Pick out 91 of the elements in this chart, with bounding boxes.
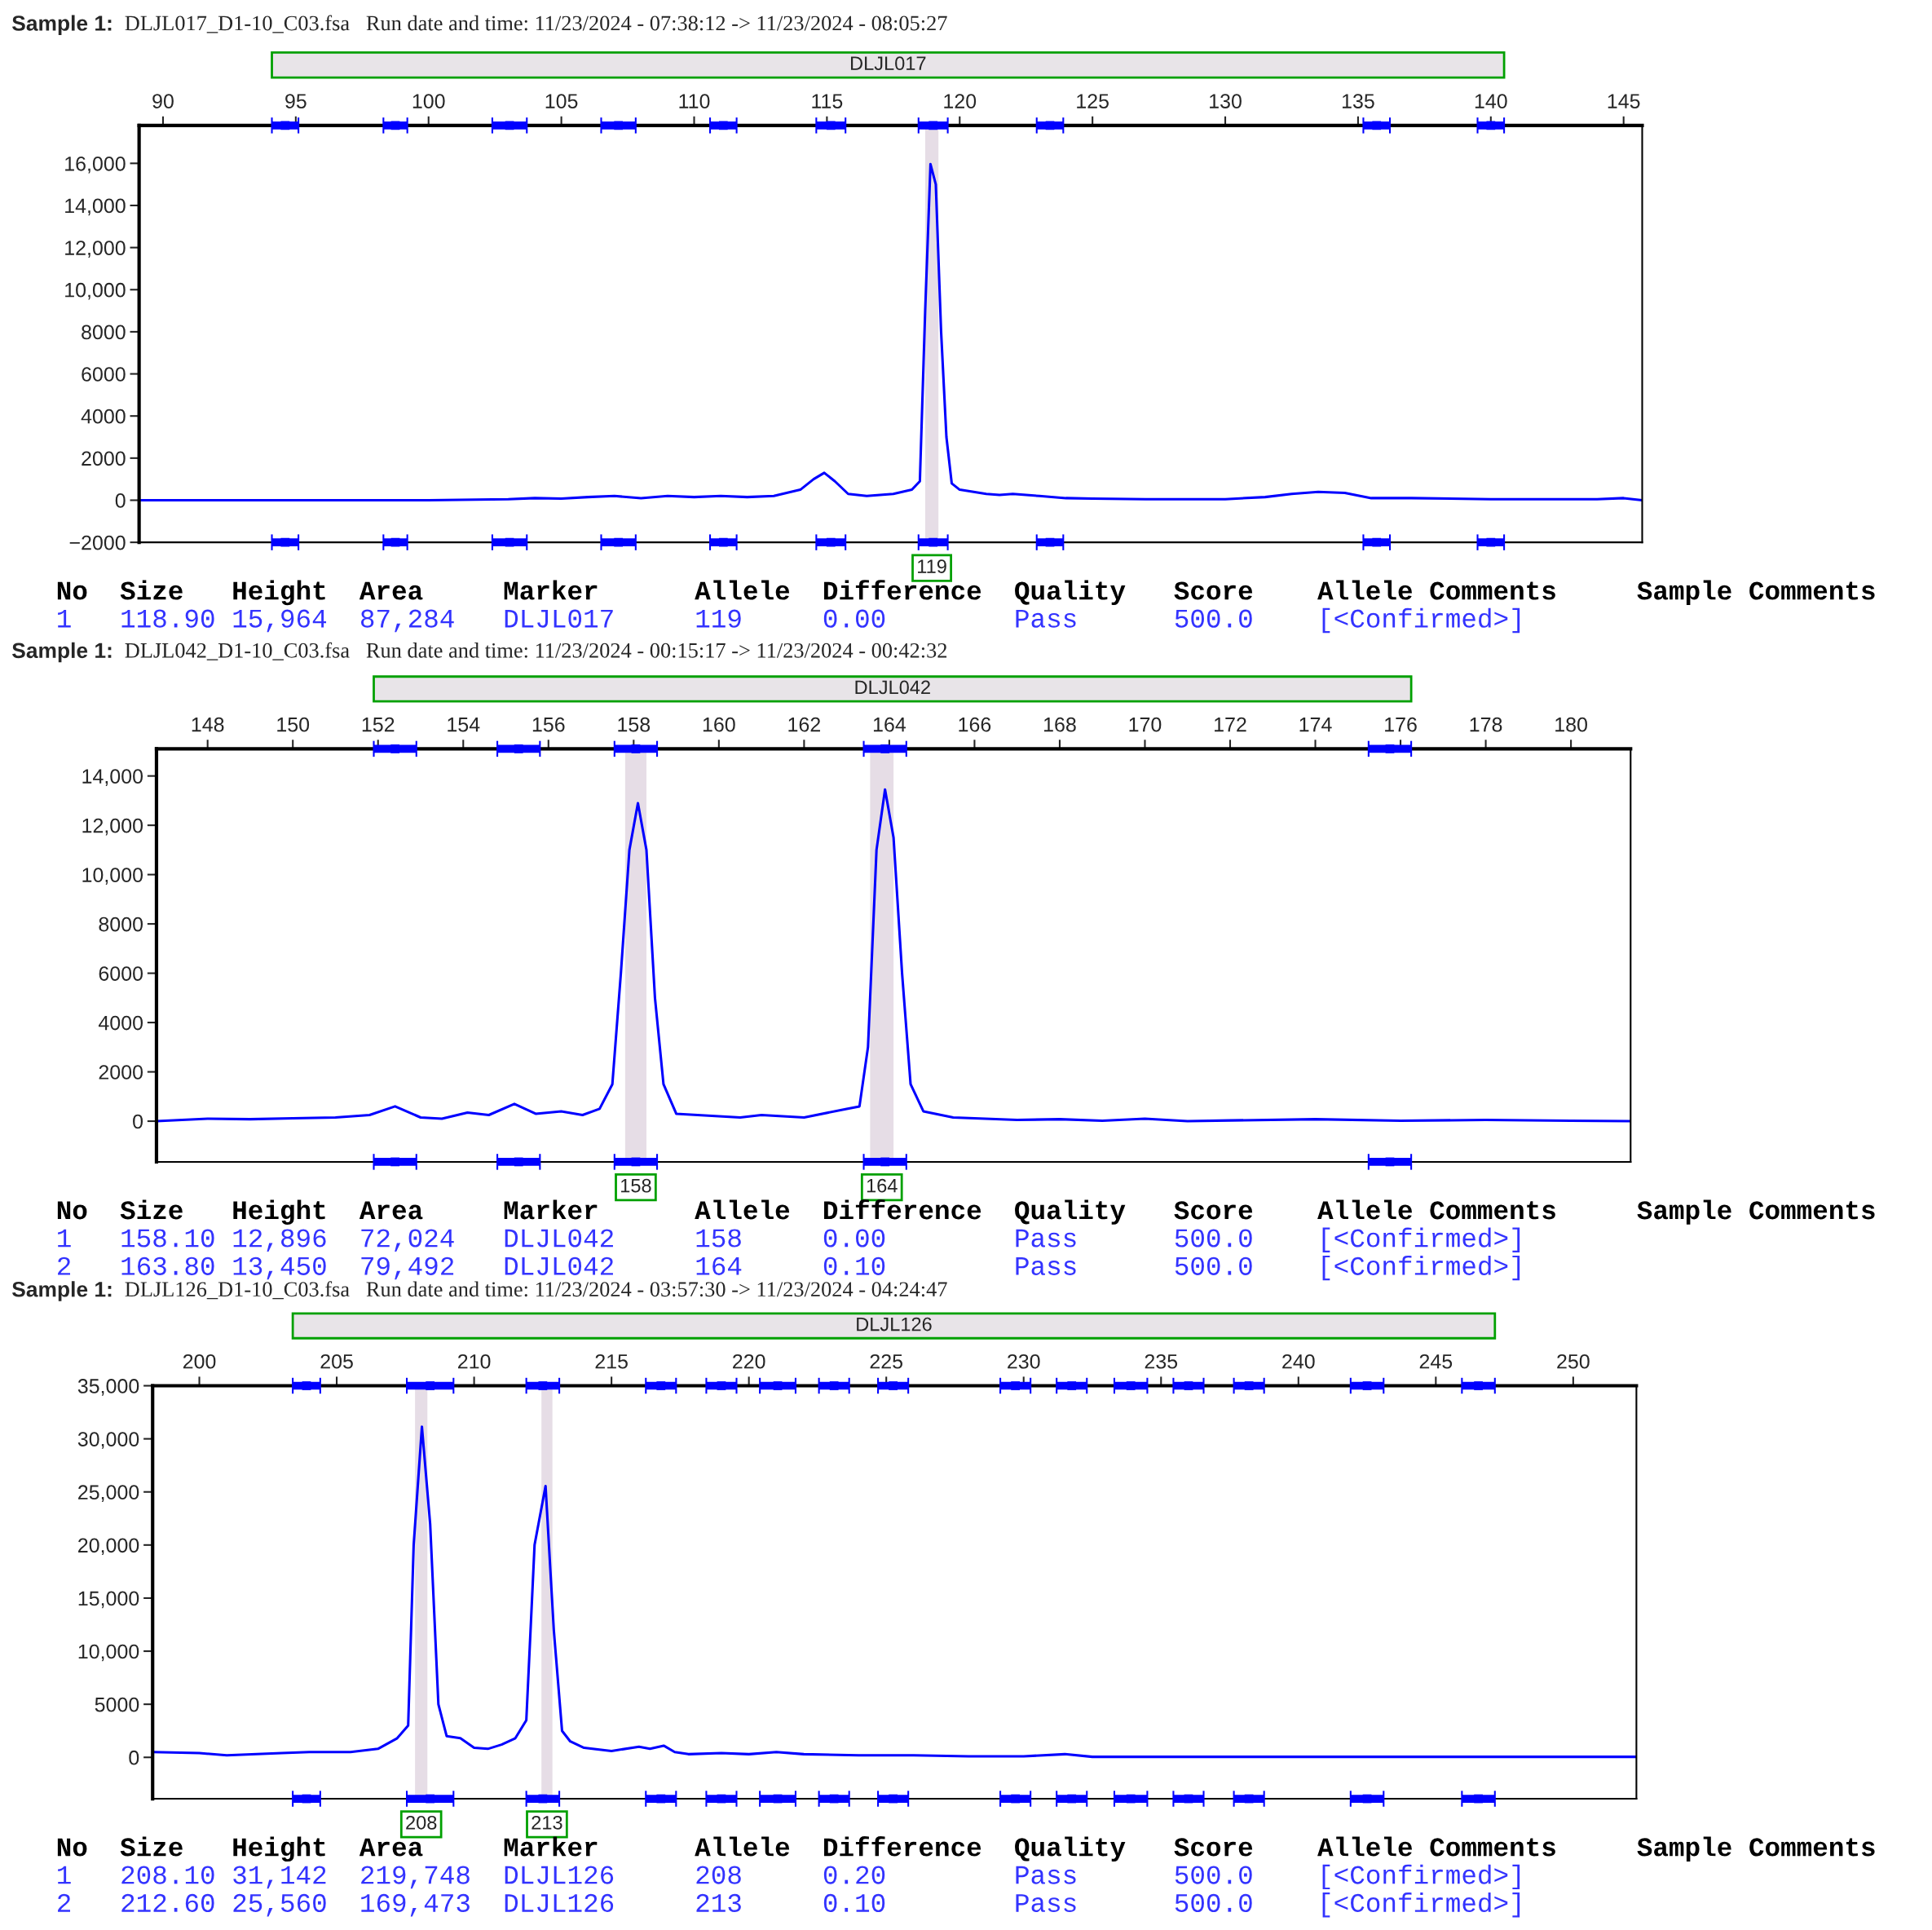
band-label: 158 bbox=[621, 1178, 651, 1193]
y-tick-label: 10,000 bbox=[82, 868, 143, 885]
y-tick-label: 16,000 bbox=[65, 156, 126, 174]
x-tick-label: 166 bbox=[959, 717, 991, 732]
y-tick-label: 4000 bbox=[98, 1015, 143, 1031]
y-tick-label: 10,000 bbox=[65, 282, 126, 300]
x-tick-label: 176 bbox=[1385, 717, 1417, 732]
x-tick-label: 215 bbox=[595, 1354, 628, 1369]
x-axis-title: DLJL017 bbox=[851, 56, 926, 71]
y-tick-label: 15,000 bbox=[78, 1591, 139, 1609]
x-tick-label: 172 bbox=[1215, 717, 1246, 732]
y-tick-label: 2000 bbox=[99, 1065, 143, 1080]
x-tick-label: 145 bbox=[1608, 94, 1640, 108]
text: No Size Height Area Marker Allele Difference Quality Score Allele Comments Sample Comments bbox=[57, 1199, 1875, 1225]
y-tick-label: 6000 bbox=[82, 367, 126, 382]
x-tick-label: 164 bbox=[873, 717, 906, 732]
y-tick-label: 8000 bbox=[82, 325, 126, 340]
y-tick-label: 8000 bbox=[99, 916, 143, 932]
x-tick-label: 125 bbox=[1077, 94, 1109, 108]
chart-subtitle: DLJL042_D1-10_C03.fsa Run date and time: 11/23/2024 - 00:15:17 -> 11/23/2024 - 00:42:32 bbox=[125, 642, 947, 660]
y-tick-label: 25,000 bbox=[78, 1485, 139, 1502]
text: 1 158.10 12,896 72,024 DLJL042 158 0.00 Pass 500.0 [<Confirmed>] bbox=[58, 1227, 1520, 1253]
text: 1 208.10 31,142 219,748 DLJL126 208 0.20 Pass 500.0 [<Confirmed>] bbox=[58, 1864, 1520, 1890]
text: 1 118.90 15,964 87,284 DLJL017 119 0.00 Pass 500.0 [<Confirmed>] bbox=[58, 607, 1520, 634]
text: No Size Height Area Marker Allele Difference Quality Score Allele Comments Sample Comments bbox=[57, 1836, 1875, 1862]
x-tick-label: 130 bbox=[1210, 94, 1242, 108]
y-tick-label: 12,000 bbox=[65, 241, 126, 258]
y-tick-label: 4000 bbox=[81, 409, 126, 424]
x-tick-label: 160 bbox=[703, 717, 735, 732]
line-series bbox=[139, 162, 1643, 502]
x-axis-title: DLJL042 bbox=[855, 680, 930, 695]
text: 2 212.60 25,560 169,473 DLJL126 213 0.10 Pass 500.0 [<Confirmed>] bbox=[58, 1892, 1520, 1918]
x-tick-label: 245 bbox=[1419, 1354, 1453, 1369]
y-tick-label: 0 bbox=[129, 1750, 139, 1765]
band-label: 208 bbox=[406, 1815, 437, 1830]
x-tick-label: 90 bbox=[152, 94, 174, 108]
x-tick-label: 170 bbox=[1129, 717, 1162, 732]
x-axis-title: DLJL126 bbox=[857, 1317, 932, 1332]
x-tick-label: 156 bbox=[532, 717, 565, 732]
x-tick-label: 178 bbox=[1470, 717, 1502, 732]
x-tick-label: 105 bbox=[545, 94, 578, 108]
y-tick-label: 0 bbox=[133, 1114, 143, 1129]
x-tick-label: 140 bbox=[1475, 94, 1507, 108]
x-tick-label: 205 bbox=[320, 1354, 353, 1369]
y-tick-label: 10,000 bbox=[78, 1644, 139, 1662]
x-tick-label: 135 bbox=[1342, 94, 1374, 108]
x-tick-label: 225 bbox=[870, 1354, 903, 1369]
x-tick-label: 230 bbox=[1008, 1354, 1040, 1369]
text: 2 163.80 13,450 79,492 DLJL042 164 0.10 Pass 500.0 [<Confirmed>] bbox=[58, 1255, 1520, 1281]
y-tick-label: 30,000 bbox=[77, 1432, 139, 1449]
x-tick-label: 220 bbox=[733, 1354, 765, 1369]
y-tick-label: 5000 bbox=[95, 1697, 139, 1712]
y-tick-label: 12,000 bbox=[82, 818, 143, 836]
chart-title: Sample 1: bbox=[11, 15, 112, 36]
x-tick-label: 250 bbox=[1557, 1354, 1590, 1369]
x-tick-label: 148 bbox=[192, 717, 224, 732]
y-tick-label: 20,000 bbox=[78, 1538, 139, 1556]
x-tick-label: 115 bbox=[812, 94, 843, 108]
line-series bbox=[152, 1425, 1637, 1759]
y-tick-label: 14,000 bbox=[82, 769, 143, 786]
chart-subtitle: DLJL017_D1-10_C03.fsa Run date and time: 11/23/2024 - 07:38:12 -> 11/23/2024 - 08:05:27 bbox=[125, 15, 947, 33]
x-tick-label: 154 bbox=[448, 718, 480, 732]
text: No Size Height Area Marker Allele Difference Quality Score Allele Comments Sample Comments bbox=[57, 580, 1875, 606]
chart-title: Sample 1: bbox=[11, 1281, 112, 1301]
x-tick-label: 235 bbox=[1145, 1354, 1178, 1369]
x-tick-label: 120 bbox=[944, 94, 977, 108]
x-tick-label: 200 bbox=[183, 1354, 216, 1369]
band-label: 164 bbox=[867, 1178, 898, 1193]
x-tick-label: 152 bbox=[362, 717, 395, 732]
x-tick-label: 180 bbox=[1555, 717, 1587, 732]
line-series bbox=[156, 788, 1631, 1123]
x-tick-label: 174 bbox=[1299, 718, 1332, 732]
x-tick-label: 168 bbox=[1044, 717, 1076, 732]
y-tick-label: 35,000 bbox=[77, 1379, 139, 1396]
y-tick-label: 6000 bbox=[99, 966, 143, 981]
band-label: 213 bbox=[532, 1815, 562, 1830]
band-label: 119 bbox=[918, 559, 946, 573]
x-tick-label: 158 bbox=[618, 717, 651, 732]
x-tick-label: 95 bbox=[285, 94, 307, 108]
chart-title: Sample 1: bbox=[11, 642, 112, 663]
x-tick-label: 110 bbox=[679, 94, 710, 108]
y-tick-label: 0 bbox=[115, 493, 126, 508]
x-tick-label: 210 bbox=[458, 1354, 491, 1369]
chart-subtitle: DLJL126_D1-10_C03.fsa Run date and time: 11/23/2024 - 03:57:30 -> 11/23/2024 - 04:24:47 bbox=[125, 1281, 947, 1300]
y-tick-label: −2000 bbox=[69, 535, 126, 550]
x-tick-label: 240 bbox=[1282, 1354, 1315, 1369]
x-tick-label: 150 bbox=[277, 717, 310, 732]
y-tick-label: 14,000 bbox=[65, 198, 126, 216]
x-tick-label: 100 bbox=[412, 94, 445, 108]
x-tick-label: 162 bbox=[788, 717, 820, 732]
y-tick-label: 2000 bbox=[82, 451, 126, 466]
